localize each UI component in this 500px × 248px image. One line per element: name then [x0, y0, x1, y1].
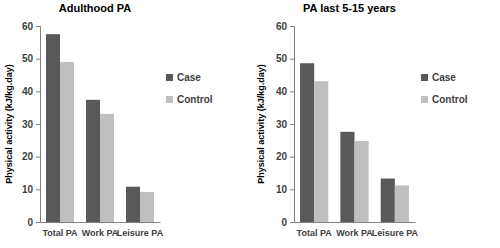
tick-mark [36, 91, 40, 92]
tick-mark [290, 157, 294, 158]
y-axis-title: Physical activity (kJ/kg.day) [4, 64, 14, 184]
bar [60, 62, 74, 222]
tick-label: Work PA [336, 228, 373, 238]
tick-mark [290, 59, 294, 60]
tick-mark [36, 157, 40, 158]
tick-label: 50 [22, 53, 34, 64]
bar [381, 179, 395, 222]
tick: 0 [27, 217, 40, 228]
tick-label: 50 [276, 53, 288, 64]
tick-label: Total PA [297, 228, 333, 238]
chart: Adulthood PA Physical activity (kJ/kg.day… [4, 2, 213, 238]
bar [86, 100, 100, 222]
tick-label: 40 [22, 86, 34, 97]
title: PA last 5-15 years [303, 2, 396, 14]
title: Adulthood PA [59, 2, 132, 14]
bar [140, 192, 154, 222]
tick: 60 [22, 21, 40, 32]
tick: 10 [22, 184, 40, 195]
tick-mark [290, 91, 294, 92]
tick: 20 [276, 151, 294, 162]
tick-mark [290, 26, 294, 27]
tick-label: 60 [22, 21, 34, 32]
tick: 50 [276, 53, 294, 64]
bar [314, 81, 328, 222]
tick-label: Work PA [82, 228, 119, 238]
tick-label: Total PA [42, 228, 78, 238]
tick-label: 40 [276, 86, 288, 97]
tick-mark [36, 124, 40, 125]
legend-label: Case [432, 72, 456, 83]
legend-label: Control [432, 94, 468, 105]
tick-label: 60 [276, 21, 288, 32]
tick-mark [36, 59, 40, 60]
tick-mark [290, 124, 294, 125]
axis-line [36, 27, 41, 223]
y-axis: 0 10 20 30 40 50 60 [276, 21, 295, 228]
bar [340, 132, 354, 222]
tick: 40 [276, 86, 294, 97]
tick-mark [36, 26, 40, 27]
tick: 20 [22, 151, 40, 162]
tick-label: 10 [22, 184, 34, 195]
axis-line [295, 222, 416, 223]
tick: 30 [22, 119, 40, 130]
bar [300, 63, 314, 222]
tick-label: 20 [22, 151, 34, 162]
bar [355, 141, 369, 222]
x-axis: Total PAWork PALeisure PA [295, 222, 419, 238]
legend: Case Control [166, 72, 213, 105]
x-axis: Total PA Work PALeisure PA [41, 222, 164, 238]
tick-label: 0 [27, 217, 33, 228]
legend-swatch [421, 74, 428, 81]
tick-mark [290, 189, 294, 190]
legend-label: Case [177, 72, 201, 83]
tick: Leisure PA [117, 222, 164, 238]
tick: Work PA [336, 222, 373, 238]
y-axis-title: Physical activity (kJ/kg.day) [256, 64, 266, 184]
figure: Adulthood PA Physical activity (kJ/kg.day… [0, 0, 500, 248]
bar [46, 34, 60, 222]
legend-swatch [166, 74, 173, 81]
axis-line [290, 27, 295, 223]
tick-label: 30 [22, 119, 34, 130]
bars [300, 63, 409, 222]
legend-swatch [421, 96, 428, 103]
tick-label: 10 [276, 184, 288, 195]
tick: Total PA [297, 222, 333, 238]
tick-label: 30 [276, 119, 288, 130]
tick-label: 20 [276, 151, 288, 162]
tick: 10 [276, 184, 294, 195]
tick: 30 [276, 119, 294, 130]
legend-label: Control [177, 94, 213, 105]
tick-mark [290, 222, 294, 223]
tick-label: Leisure PA [372, 228, 419, 238]
legend-swatch [166, 96, 173, 103]
tick: 50 [22, 53, 40, 64]
tick-label: Leisure PA [117, 228, 164, 238]
tick: Total PA [42, 222, 78, 238]
tick: Work PA [82, 222, 119, 238]
tick: 40 [22, 86, 40, 97]
bars [46, 34, 154, 222]
y-axis: 0 10 20 30 40 50 60 [22, 21, 41, 228]
tick: 0 [281, 217, 294, 228]
tick-mark [36, 189, 40, 190]
bar [395, 185, 409, 222]
bar [100, 114, 114, 222]
tick-label: 0 [281, 217, 287, 228]
bar [126, 187, 140, 222]
tick-mark [36, 222, 40, 223]
tick: Leisure PA [372, 222, 419, 238]
legend: Case Control [421, 72, 468, 105]
chart: PA last 5-15 years Physical activity (kJ/… [256, 2, 468, 238]
tick: 60 [276, 21, 294, 32]
axis-line [41, 222, 161, 223]
